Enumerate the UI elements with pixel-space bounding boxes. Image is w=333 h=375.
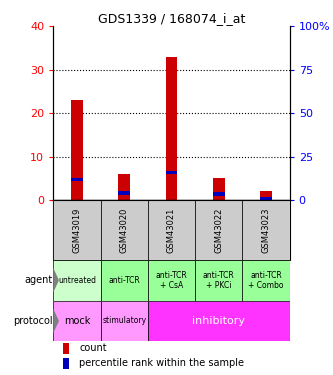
- Text: GSM43022: GSM43022: [214, 207, 223, 253]
- Polygon shape: [53, 268, 59, 292]
- Bar: [101, 260, 148, 301]
- Text: GSM43023: GSM43023: [261, 207, 271, 253]
- Text: anti-TCR
+ CsA: anti-TCR + CsA: [156, 270, 187, 290]
- Bar: [195, 260, 242, 301]
- Bar: [213, 192, 225, 196]
- Bar: [53, 301, 101, 341]
- Bar: [242, 260, 290, 301]
- Text: anti-TCR
+ Combo: anti-TCR + Combo: [248, 270, 284, 290]
- Bar: [71, 177, 83, 181]
- Text: count: count: [79, 343, 107, 353]
- Bar: [260, 191, 272, 200]
- Bar: [195, 200, 242, 260]
- Bar: [118, 174, 130, 200]
- Bar: [213, 178, 225, 200]
- Text: GSM43019: GSM43019: [72, 207, 82, 253]
- Bar: [148, 260, 195, 301]
- Text: protocol: protocol: [13, 316, 52, 326]
- Text: mock: mock: [64, 316, 90, 326]
- Text: stimulatory: stimulatory: [102, 316, 146, 326]
- Text: untreated: untreated: [58, 276, 96, 285]
- Bar: [148, 200, 195, 260]
- Bar: [71, 100, 83, 200]
- Text: GSM43020: GSM43020: [120, 207, 129, 253]
- Title: GDS1339 / 168074_i_at: GDS1339 / 168074_i_at: [98, 12, 245, 25]
- Bar: [242, 200, 290, 260]
- Bar: [148, 301, 290, 341]
- Bar: [101, 200, 148, 260]
- Bar: [63, 343, 69, 354]
- Text: anti-TCR
+ PKCi: anti-TCR + PKCi: [203, 270, 235, 290]
- Bar: [118, 191, 130, 195]
- Bar: [101, 301, 148, 341]
- Bar: [260, 196, 272, 200]
- Text: percentile rank within the sample: percentile rank within the sample: [79, 358, 244, 368]
- Text: GSM43021: GSM43021: [167, 207, 176, 253]
- Bar: [53, 260, 101, 301]
- Bar: [166, 57, 177, 200]
- Polygon shape: [53, 309, 59, 333]
- Text: anti-TCR: anti-TCR: [108, 276, 140, 285]
- Bar: [166, 171, 177, 174]
- Bar: [63, 357, 69, 369]
- Bar: [53, 200, 101, 260]
- Text: agent: agent: [24, 275, 52, 285]
- Text: inhibitory: inhibitory: [192, 316, 245, 326]
